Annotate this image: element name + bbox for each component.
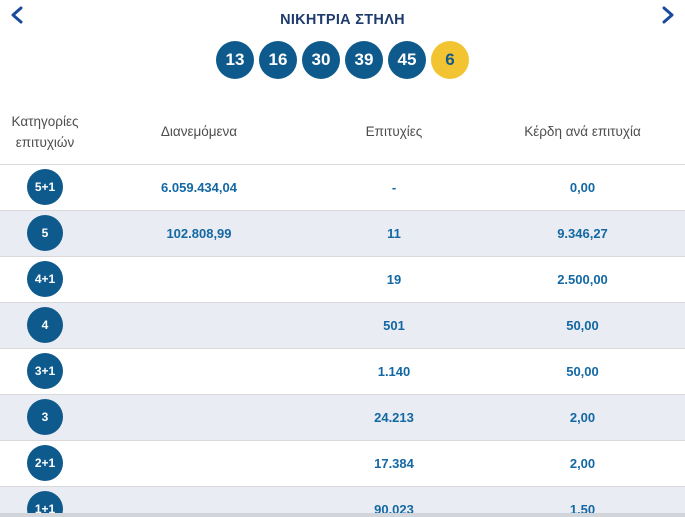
wins-value: 1.140 [377, 363, 411, 379]
column-header-prize-per-win: Κέρδη ανά επιτυχία [524, 124, 641, 140]
winning-number-ball: 13 [216, 41, 254, 79]
table-row: 4+1 19 2.500,00 [0, 256, 685, 303]
category-badge: 2+1 [27, 445, 63, 482]
wins-value: - [391, 179, 397, 195]
category-badge: 3 [27, 399, 63, 436]
winning-number-ball: 45 [388, 41, 426, 79]
bottom-divider [0, 513, 685, 517]
column-header-categories: Κατηγορίες επιτυχιών [11, 114, 79, 150]
table-row: 5 102.808,99 11 9.346,27 [0, 210, 685, 257]
category-badge: 5+1 [27, 169, 63, 206]
wins-value: 19 [386, 271, 402, 287]
wins-value: 11 [387, 225, 401, 241]
wins-value: 17.384 [374, 455, 414, 471]
distributed-value: 102.808,99 [166, 225, 232, 241]
table-row: 3+1 1.140 50,00 [0, 348, 685, 395]
category-badge: 5 [27, 215, 63, 252]
prize-value: 50,00 [566, 317, 599, 333]
category-badge: 4 [27, 307, 63, 344]
distributed-value: 6.059.434,04 [161, 179, 237, 195]
wins-value: 24.213 [374, 409, 414, 425]
chevron-right-icon [661, 6, 675, 24]
table-row: 3 24.213 2,00 [0, 394, 685, 441]
column-header-wins: Επιτυχίες [365, 124, 423, 140]
prize-table-body: 5+1 6.059.434,04 - 0,00 5 102.808,99 11 … [0, 164, 685, 517]
prize-value: 2.500,00 [557, 271, 608, 287]
prize-value: 2,00 [569, 455, 596, 471]
column-header-distributed: Διανεμόμενα [160, 124, 238, 140]
prize-table: Κατηγορίες επιτυχιών Διανεμόμενα Επιτυχί… [0, 108, 685, 517]
bonus-number-ball: 6 [431, 41, 469, 79]
table-row: 2+1 17.384 2,00 [0, 440, 685, 487]
prize-value: 0,00 [569, 179, 596, 195]
category-badge: 4+1 [27, 261, 63, 298]
winning-numbers: 13 16 30 39 45 6 [0, 41, 685, 79]
winning-number-ball: 16 [259, 41, 297, 79]
prize-table-header: Κατηγορίες επιτυχιών Διανεμόμενα Επιτυχί… [0, 108, 685, 165]
table-row: 4 501 50,00 [0, 302, 685, 349]
next-draw-button[interactable] [657, 4, 679, 26]
wins-value: 501 [383, 317, 405, 333]
prize-value: 50,00 [566, 363, 599, 379]
category-badge: 1+1 [27, 491, 63, 517]
winning-number-ball: 30 [302, 41, 340, 79]
previous-draw-button[interactable] [6, 4, 28, 26]
category-badge: 3+1 [27, 353, 63, 390]
prize-value: 9.346,27 [557, 225, 608, 241]
prize-value: 2,00 [569, 409, 596, 425]
winning-number-ball: 39 [345, 41, 383, 79]
table-row: 5+1 6.059.434,04 - 0,00 [0, 164, 685, 211]
table-row: 1+1 90.023 1,50 [0, 486, 685, 517]
chevron-left-icon [10, 6, 24, 24]
page-title: ΝΙΚΗΤΡΙΑ ΣΤΗΛΗ [280, 12, 405, 28]
